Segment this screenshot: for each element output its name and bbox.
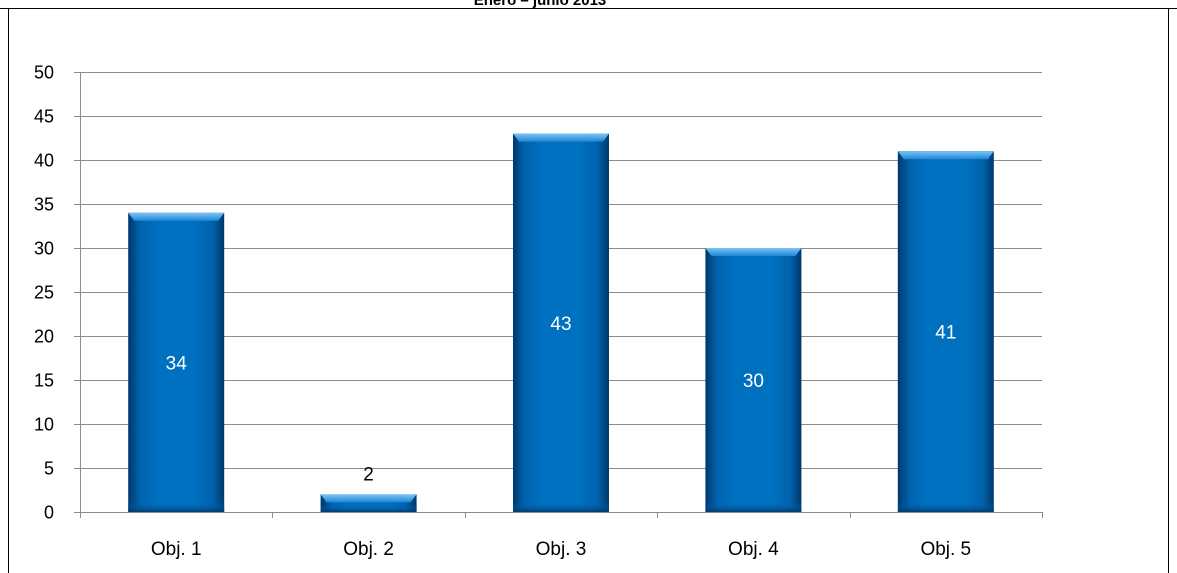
bar-top-bevel [320, 494, 417, 503]
bar-body [705, 248, 802, 512]
bar [320, 494, 417, 512]
bar-top-bevel [513, 133, 609, 142]
bar-top-bevel [897, 151, 994, 160]
bar-bottom-shade [320, 504, 417, 512]
y-tick-label: 20 [34, 327, 54, 347]
data-label: 43 [550, 314, 571, 335]
x-axis: Obj. 1 Obj. 2 Obj. 3 Obj. 4 Obj. 5 [80, 512, 1043, 560]
bar-bottom-shade [897, 502, 994, 512]
data-label: 41 [935, 323, 956, 344]
y-tick-label: 10 [34, 415, 54, 435]
data-label: 34 [166, 353, 188, 374]
data-label: 2 [363, 464, 374, 485]
y-tick-label: 30 [34, 239, 54, 259]
y-tick-label: 35 [34, 195, 54, 215]
y-tick-label: 40 [34, 151, 54, 171]
y-tick-label: 45 [34, 107, 54, 127]
bar-top-bevel [705, 248, 802, 256]
bar-top-bevel [128, 212, 225, 221]
data-labels: 34 2 43 30 41 [166, 314, 957, 486]
y-tick-label: 0 [44, 503, 54, 523]
bar-body [897, 151, 994, 512]
y-tick-label: 15 [34, 371, 54, 391]
bars [128, 133, 994, 513]
x-tick-label: Obj. 4 [728, 539, 779, 560]
y-axis-tick-labels: 0 5 10 15 20 25 30 35 40 45 50 [34, 63, 54, 523]
bar-body [513, 133, 609, 512]
bar [705, 248, 802, 512]
y-tick-label: 50 [34, 63, 54, 83]
bar [128, 212, 225, 513]
x-tick-label: Obj. 3 [536, 539, 587, 560]
bar-bottom-shade [705, 502, 802, 512]
y-tick-label: 25 [34, 283, 54, 303]
x-tick-label: Obj. 1 [151, 539, 202, 560]
bar-body [128, 212, 225, 513]
bar [513, 133, 609, 512]
bar [897, 151, 994, 512]
bar-bottom-shade [128, 502, 225, 512]
data-label: 30 [743, 371, 764, 392]
bar-bottom-shade [513, 502, 609, 512]
x-tick-label: Obj. 2 [343, 539, 394, 560]
x-tick-label: Obj. 5 [920, 539, 971, 560]
chart-title: Enero – junio 2013 [474, 0, 607, 9]
y-tick-label: 5 [44, 459, 54, 479]
